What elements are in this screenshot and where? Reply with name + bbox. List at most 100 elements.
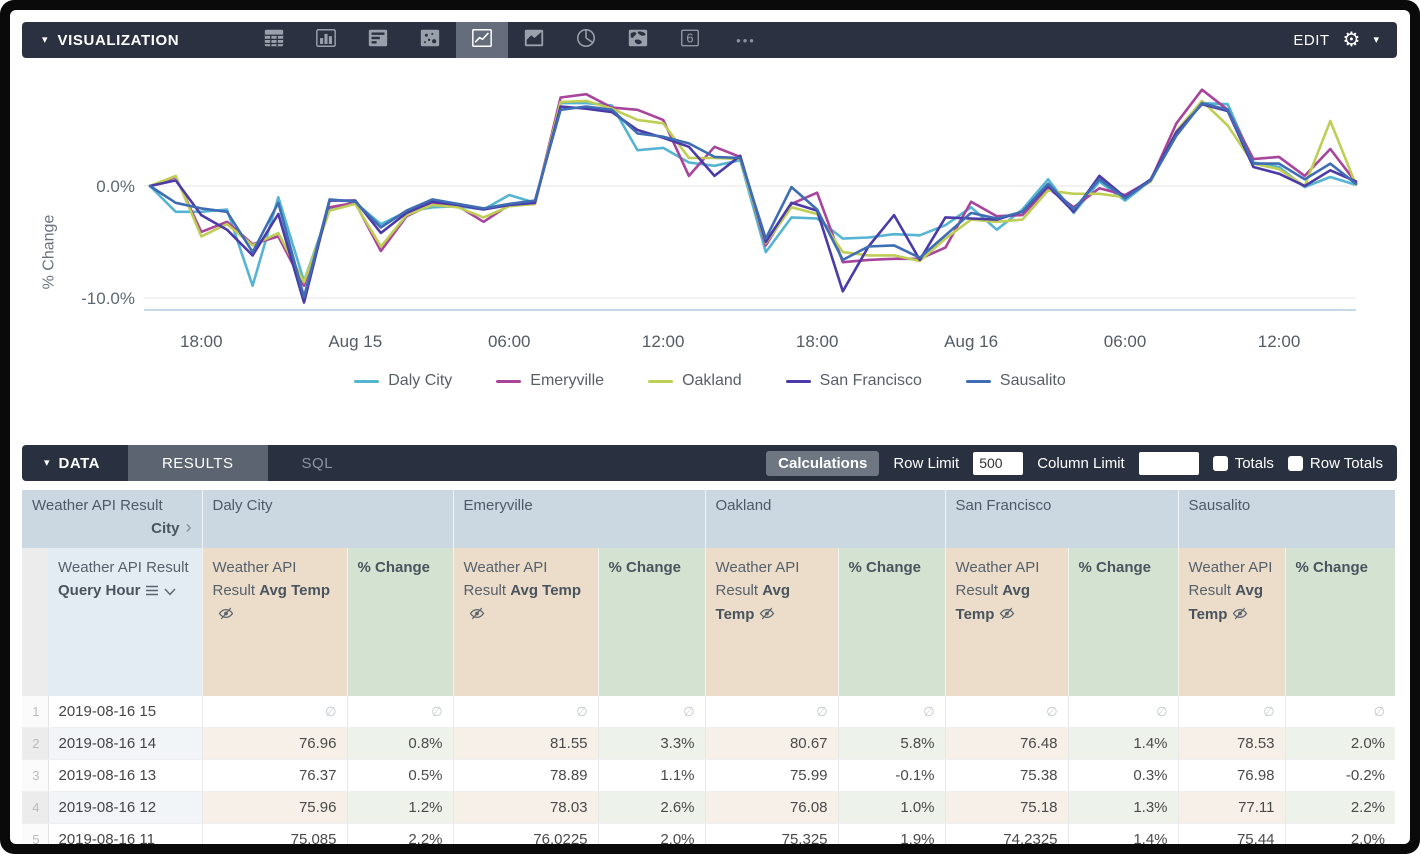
- avg-temp-cell[interactable]: 75.38: [944, 759, 1069, 792]
- avg-temp-cell[interactable]: ∅: [704, 696, 839, 728]
- avg-temp-cell[interactable]: 76.08: [704, 791, 839, 824]
- avg-temp-cell[interactable]: ∅: [944, 696, 1069, 728]
- avg-temp-cell[interactable]: 75.44: [1177, 823, 1286, 844]
- pct-change-cell[interactable]: 5.8%: [837, 727, 946, 760]
- avg-temp-cell[interactable]: 76.48: [944, 727, 1069, 760]
- pct-change-cell[interactable]: 1.0%: [837, 791, 946, 824]
- avg-temp-cell[interactable]: 76.37: [201, 759, 347, 792]
- avg-temp-cell[interactable]: 75.325: [704, 823, 839, 844]
- query-hour-cell[interactable]: 2019-08-16 12: [48, 791, 202, 824]
- pivot-city-header[interactable]: Sausalito: [1177, 490, 1396, 548]
- pct-change-cell[interactable]: ∅: [346, 696, 454, 728]
- pct-change-cell[interactable]: ∅: [1067, 696, 1179, 728]
- avg-temp-cell[interactable]: 78.03: [452, 791, 599, 824]
- pct-change-cell[interactable]: 0.8%: [346, 727, 454, 760]
- chart-type-area[interactable]: [508, 22, 560, 58]
- pct-change-cell[interactable]: 1.4%: [1067, 727, 1179, 760]
- row-totals-toggle[interactable]: Row Totals: [1287, 455, 1383, 472]
- chart-type-table[interactable]: [248, 22, 300, 58]
- pivot-city-header[interactable]: Emeryville: [452, 490, 706, 548]
- chart-type-bar-horizontal[interactable]: [352, 22, 404, 58]
- gear-icon[interactable]: ⚙: [1342, 29, 1361, 51]
- pct-change-cell[interactable]: 2.0%: [597, 823, 706, 844]
- pct-change-header[interactable]: % Change: [837, 548, 946, 696]
- pct-change-cell[interactable]: ∅: [1284, 696, 1396, 728]
- visualization-collapse[interactable]: ▾ VISUALIZATION: [42, 22, 179, 58]
- avg-temp-cell[interactable]: 81.55: [452, 727, 599, 760]
- tab-sql[interactable]: SQL: [268, 445, 368, 481]
- calculations-button[interactable]: Calculations: [766, 450, 880, 476]
- avg-temp-cell[interactable]: 78.89: [452, 759, 599, 792]
- series-line-emeryville[interactable]: [148, 88, 1358, 287]
- avg-temp-cell[interactable]: 76.96: [201, 727, 347, 760]
- avg-temp-cell[interactable]: ∅: [452, 696, 599, 728]
- avg-temp-cell[interactable]: 76.98: [1177, 759, 1286, 792]
- query-hour-cell[interactable]: 2019-08-16 13: [48, 759, 202, 792]
- column-limit-input[interactable]: [1138, 451, 1199, 475]
- avg-temp-cell[interactable]: 78.53: [1177, 727, 1286, 760]
- edit-button[interactable]: EDIT: [1293, 31, 1330, 49]
- pivot-city-header[interactable]: San Francisco: [944, 490, 1179, 548]
- pct-change-cell[interactable]: 0.3%: [1067, 759, 1179, 792]
- query-hour-cell[interactable]: 2019-08-16 11: [48, 823, 202, 844]
- pct-change-cell[interactable]: ∅: [837, 696, 946, 728]
- query-hour-cell[interactable]: 2019-08-16 14: [48, 727, 202, 760]
- avg-temp-header[interactable]: Weather API Result Avg Temp: [704, 548, 839, 696]
- pct-change-cell[interactable]: -0.2%: [1284, 759, 1396, 792]
- pct-change-cell[interactable]: 1.2%: [346, 791, 454, 824]
- pct-change-cell[interactable]: 2.0%: [1284, 727, 1396, 760]
- row-limit-input[interactable]: [973, 451, 1024, 475]
- pct-change-cell[interactable]: 1.4%: [1067, 823, 1179, 844]
- chart-type-bar[interactable]: [300, 22, 352, 58]
- avg-temp-header[interactable]: Weather API Result Avg Temp: [1177, 548, 1286, 696]
- pct-change-cell[interactable]: -0.1%: [837, 759, 946, 792]
- avg-temp-header[interactable]: Weather API Result Avg Temp: [452, 548, 599, 696]
- pct-change-cell[interactable]: 2.6%: [597, 791, 706, 824]
- pct-change-cell[interactable]: 0.5%: [346, 759, 454, 792]
- pct-change-header[interactable]: % Change: [1284, 548, 1396, 696]
- avg-temp-cell[interactable]: 75.99: [704, 759, 839, 792]
- series-line-sausalito[interactable]: [148, 101, 1358, 299]
- legend-item-emeryville[interactable]: Emeryville: [496, 372, 604, 390]
- data-collapse[interactable]: ▾ DATA: [22, 445, 128, 481]
- avg-temp-cell[interactable]: 76.0225: [452, 823, 599, 844]
- pct-change-header[interactable]: % Change: [597, 548, 706, 696]
- pivot-city-header[interactable]: Oakland: [704, 490, 946, 548]
- pct-change-cell[interactable]: 1.1%: [597, 759, 706, 792]
- avg-temp-cell[interactable]: 74.2325: [944, 823, 1069, 844]
- pct-change-cell[interactable]: 2.0%: [1284, 823, 1396, 844]
- pct-change-cell[interactable]: 2.2%: [346, 823, 454, 844]
- pct-change-cell[interactable]: 1.9%: [837, 823, 946, 844]
- totals-checkbox[interactable]: [1212, 455, 1228, 471]
- chart-type-map[interactable]: [612, 22, 664, 58]
- avg-temp-header[interactable]: Weather API Result Avg Temp: [944, 548, 1069, 696]
- query-hour-header[interactable]: Weather API Result Query Hour: [48, 548, 202, 696]
- legend-item-sausalito[interactable]: Sausalito: [965, 372, 1066, 390]
- chart-type-single-value[interactable]: 6: [664, 22, 716, 58]
- avg-temp-cell[interactable]: 75.18: [944, 791, 1069, 824]
- query-hour-cell[interactable]: 2019-08-16 15: [48, 696, 202, 728]
- row-totals-checkbox[interactable]: [1287, 455, 1303, 471]
- avg-temp-cell[interactable]: 75.96: [201, 791, 347, 824]
- series-line-san-francisco[interactable]: [148, 102, 1358, 304]
- pct-change-cell[interactable]: 1.3%: [1067, 791, 1179, 824]
- tab-results[interactable]: RESULTS: [127, 445, 268, 481]
- totals-toggle[interactable]: Totals: [1212, 455, 1274, 472]
- chart-type-pie[interactable]: [560, 22, 612, 58]
- legend-item-daly-city[interactable]: Daly City: [354, 372, 452, 390]
- pct-change-header[interactable]: % Change: [1067, 548, 1179, 696]
- legend-item-oakland[interactable]: Oakland: [648, 372, 742, 390]
- legend-item-san-francisco[interactable]: San Francisco: [785, 372, 922, 390]
- avg-temp-cell[interactable]: ∅: [201, 696, 347, 728]
- chart-type-line[interactable]: [456, 22, 508, 58]
- avg-temp-cell[interactable]: ∅: [1177, 696, 1286, 728]
- line-chart[interactable]: 0.0% -10.0% 18:00 Aug 15 06:00 12:00 18:00 Aug …: [10, 57, 1410, 362]
- avg-temp-header[interactable]: Weather API Result Avg Temp: [201, 548, 347, 696]
- avg-temp-cell[interactable]: 80.67: [704, 727, 839, 760]
- pct-change-header[interactable]: % Change: [346, 548, 454, 696]
- settings-caret-down-icon[interactable]: ▾: [1373, 33, 1379, 46]
- pct-change-cell[interactable]: 3.3%: [597, 727, 706, 760]
- pivot-corner-header[interactable]: Weather API Result City ›: [22, 490, 202, 548]
- chart-type-scatter[interactable]: [404, 22, 456, 58]
- more-chart-types-button[interactable]: •••: [716, 22, 776, 58]
